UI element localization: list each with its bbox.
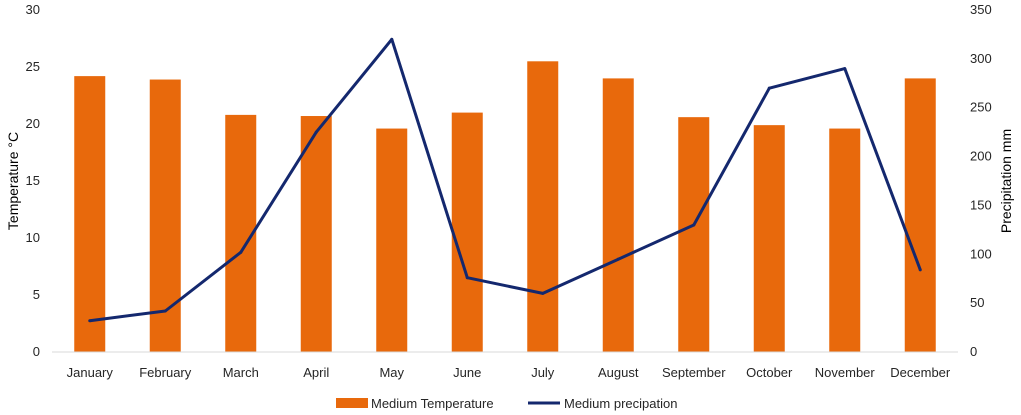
- x-tick-label: July: [531, 365, 555, 380]
- temperature-bar: [753, 125, 785, 352]
- left-tick-label: 25: [26, 59, 40, 74]
- temperature-bar: [451, 112, 483, 352]
- precipitation-point: [390, 37, 394, 41]
- temperature-bar: [149, 79, 181, 352]
- precipitation-point: [314, 130, 318, 134]
- x-tick-label: May: [379, 365, 404, 380]
- legend-label-temperature: Medium Temperature: [371, 396, 494, 411]
- legend: Medium Temperature Medium precipation: [336, 396, 677, 411]
- right-tick-label: 150: [970, 197, 992, 212]
- left-tick-label: 10: [26, 230, 40, 245]
- temperature-bar: [300, 116, 332, 353]
- temperature-bar: [376, 128, 408, 352]
- temperature-bars: [74, 61, 936, 353]
- right-tick-label: 250: [970, 100, 992, 115]
- precipitation-line: [88, 37, 922, 323]
- precipitation-point: [843, 67, 847, 71]
- right-tick-label: 100: [970, 246, 992, 261]
- right-tick-label: 0: [970, 344, 977, 359]
- x-tick-label: November: [815, 365, 876, 380]
- x-tick-label: September: [662, 365, 726, 380]
- x-axis-ticks: January February March April May June July Augu…: [67, 365, 951, 380]
- left-tick-label: 30: [26, 2, 40, 17]
- temperature-bar: [527, 61, 559, 353]
- x-tick-label: February: [139, 365, 192, 380]
- right-tick-label: 300: [970, 51, 992, 66]
- temperature-bar: [829, 128, 861, 352]
- precipitation-point: [616, 257, 620, 261]
- precipitation-series-line: [89, 37, 922, 323]
- precipitation-point: [465, 276, 469, 280]
- right-axis-title: Precipitation mm: [998, 129, 1014, 233]
- legend-label-precipitation: Medium precipation: [564, 396, 677, 411]
- temperature-bar: [678, 117, 710, 352]
- legend-swatch-temperature: [336, 398, 368, 408]
- precipitation-point: [918, 268, 922, 272]
- precipitation-point: [239, 250, 243, 254]
- x-tick-label: October: [746, 365, 793, 380]
- right-tick-label: 350: [970, 2, 992, 17]
- left-axis-title: Temperature °C: [5, 132, 21, 230]
- right-tick-label: 200: [970, 149, 992, 164]
- right-tick-label: 50: [970, 295, 984, 310]
- precipitation-point: [88, 319, 92, 323]
- x-tick-label: August: [598, 365, 639, 380]
- x-tick-label: March: [223, 365, 259, 380]
- precipitation-point: [767, 86, 771, 90]
- left-tick-label: 20: [26, 116, 40, 131]
- right-axis-ticks: 0 50 100 150 200 250 300 350: [970, 2, 992, 359]
- temperature-bar: [602, 78, 634, 353]
- left-tick-label: 0: [33, 344, 40, 359]
- temperature-bar: [904, 78, 936, 353]
- left-tick-label: 5: [33, 287, 40, 302]
- x-tick-label: April: [303, 365, 329, 380]
- temperature-bar: [74, 76, 106, 353]
- left-tick-label: 15: [26, 173, 40, 188]
- x-tick-label: January: [67, 365, 114, 380]
- precipitation-point: [541, 291, 545, 295]
- precipitation-point: [692, 223, 696, 227]
- left-axis-ticks: 0 5 10 15 20 25 30: [26, 2, 40, 359]
- x-tick-label: December: [890, 365, 951, 380]
- precipitation-point: [163, 309, 167, 313]
- x-tick-label: June: [453, 365, 481, 380]
